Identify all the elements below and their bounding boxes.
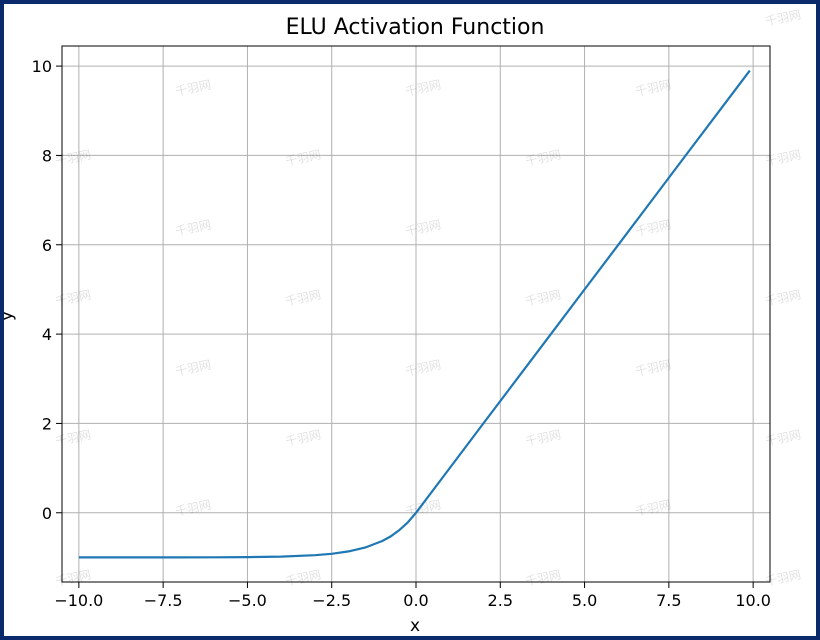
watermark-text: 千羽网 (54, 567, 92, 588)
y-tick-label: 10 (32, 57, 52, 76)
x-tick-label: −10.0 (54, 591, 103, 610)
x-tick-label: 2.5 (488, 591, 513, 610)
x-tick-label: −5.0 (228, 591, 267, 610)
watermark-text: 千羽网 (54, 147, 92, 168)
y-tick-label: 0 (42, 504, 52, 523)
watermark-text: 千羽网 (174, 77, 212, 98)
x-tick-label: 10.0 (735, 591, 771, 610)
y-axis-ticks: 0 2 4 6 8 10 (32, 57, 62, 523)
chart-title: ELU Activation Function (286, 15, 545, 40)
y-tick-label: 6 (42, 236, 52, 255)
x-tick-label: 0.0 (403, 591, 428, 610)
watermark-text: 千羽网 (54, 287, 92, 308)
watermark-text: 千羽网 (284, 147, 322, 168)
watermark-text: 千羽网 (524, 287, 562, 308)
watermark-text: 千羽网 (634, 217, 672, 238)
watermark-text: 千羽网 (284, 427, 322, 448)
chart-frame: 千羽网 千羽网 千羽网 千羽网 千羽网 千羽网 千羽网 千羽网 千羽网 千羽网 千羽网 千羽网 千羽网千… (4, 4, 816, 636)
watermark-text: 千羽网 (54, 427, 92, 448)
watermark-text: 千羽网 (524, 147, 562, 168)
watermark-text: 千羽网 (764, 7, 802, 28)
x-axis-ticks: −10.0 −7.5 −5.0 −2.5 0.0 2.5 5.0 7.5 10.0 (54, 582, 771, 610)
watermark-text: 千羽网 (634, 497, 672, 518)
y-tick-label: 8 (42, 146, 52, 165)
y-tick-label: 2 (42, 414, 52, 433)
grid-lines (62, 46, 770, 582)
watermark-text: 千羽网 (284, 567, 322, 588)
watermark-text: 千羽网 (404, 497, 442, 518)
x-tick-label: −2.5 (312, 591, 351, 610)
watermark-text: 千羽网 (524, 567, 562, 588)
x-tick-label: 7.5 (656, 591, 681, 610)
watermark-text: 千羽网 (284, 287, 322, 308)
y-axis-label: y (4, 311, 17, 321)
x-axis-label: x (410, 616, 420, 636)
watermark-text: 千羽网 (634, 77, 672, 98)
watermark-text: 千羽网 (404, 77, 442, 98)
x-tick-label: −7.5 (144, 591, 183, 610)
watermark-text: 千羽网 (174, 357, 212, 378)
y-tick-label: 4 (42, 325, 52, 344)
x-tick-label: 5.0 (572, 591, 597, 610)
watermark-text: 千羽网 (174, 217, 212, 238)
watermark-text: 千羽网 (404, 217, 442, 238)
watermark-text: 千羽网 (524, 427, 562, 448)
series-line-elu (78, 69, 751, 559)
watermark-text: 千羽网 (634, 357, 672, 378)
watermark-text: 千羽网 (174, 497, 212, 518)
watermark-text: 千羽网 (404, 357, 442, 378)
